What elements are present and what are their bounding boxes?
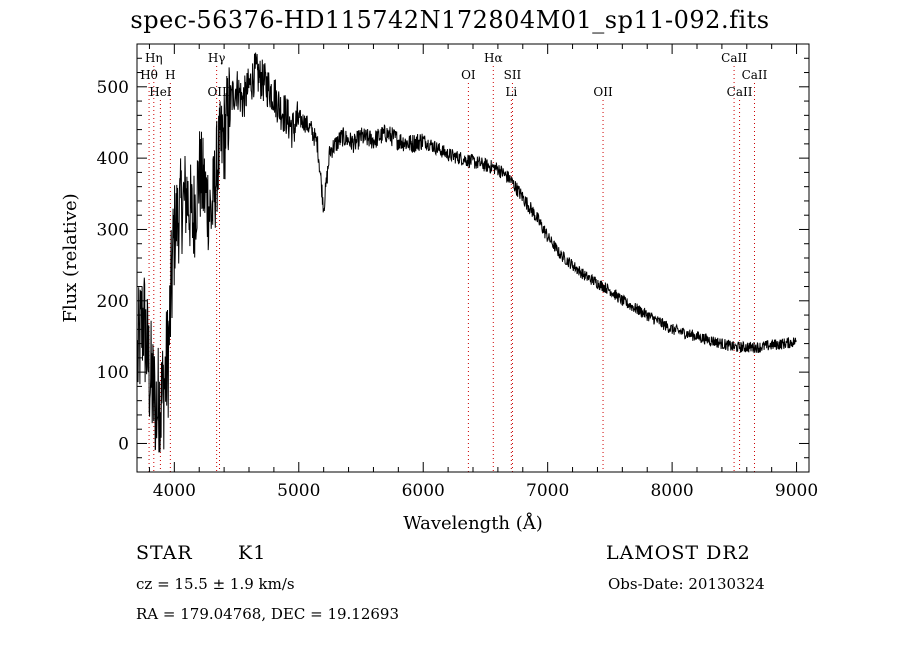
marker-label: CaII <box>727 85 753 99</box>
marker-label: HeI <box>149 85 172 99</box>
marker-label: Hα <box>484 51 503 65</box>
object-subclass: K1 <box>238 542 267 564</box>
marker-label: SII <box>504 68 522 82</box>
redshift-cz: cz = 15.5 ± 1.9 km/s <box>136 575 295 593</box>
x-tick-label: 7000 <box>526 481 569 501</box>
chart-title: spec-56376-HD115742N172804M01_sp11-092.f… <box>130 6 770 34</box>
y-axis-label: Flux (relative) <box>60 193 81 322</box>
y-tick-label: 200 <box>97 292 129 312</box>
axes-group: 4000 5000 6000 7000 8000 9000 0 100 200 300 400 500 <box>97 44 818 501</box>
spectrum-series-group <box>137 52 797 453</box>
x-tick-label: 5000 <box>277 481 320 501</box>
observation-date: Obs-Date: 20130324 <box>608 575 765 593</box>
marker-label: Hη <box>145 51 163 65</box>
marker-label: Hθ <box>140 68 158 82</box>
object-class: STAR <box>136 542 193 564</box>
y-tick-label: 500 <box>97 78 129 98</box>
y-tick-label: 100 <box>97 363 129 383</box>
marker-label: OII <box>593 85 613 99</box>
marker-label: CaII <box>721 51 747 65</box>
x-tick-label: 9000 <box>775 481 818 501</box>
x-tick-label: 4000 <box>153 481 196 501</box>
coordinates: RA = 179.04768, DEC = 19.12693 <box>136 605 400 623</box>
x-axis-label: Wavelength (Å) <box>403 512 543 534</box>
marker-label: Li <box>505 85 517 99</box>
x-tick-label: 8000 <box>650 481 693 501</box>
marker-label: Hγ <box>208 51 226 65</box>
y-tick-label: 300 <box>97 220 129 240</box>
spectrum-line <box>137 52 797 453</box>
y-tick-label: 0 <box>118 434 129 454</box>
marker-label: CaII <box>742 68 768 82</box>
x-tick-label: 6000 <box>402 481 445 501</box>
marker-label: OI <box>461 68 476 82</box>
marker-label: H <box>165 68 175 82</box>
survey-name: LAMOST DR2 <box>606 542 751 564</box>
y-tick-label: 400 <box>97 149 129 169</box>
